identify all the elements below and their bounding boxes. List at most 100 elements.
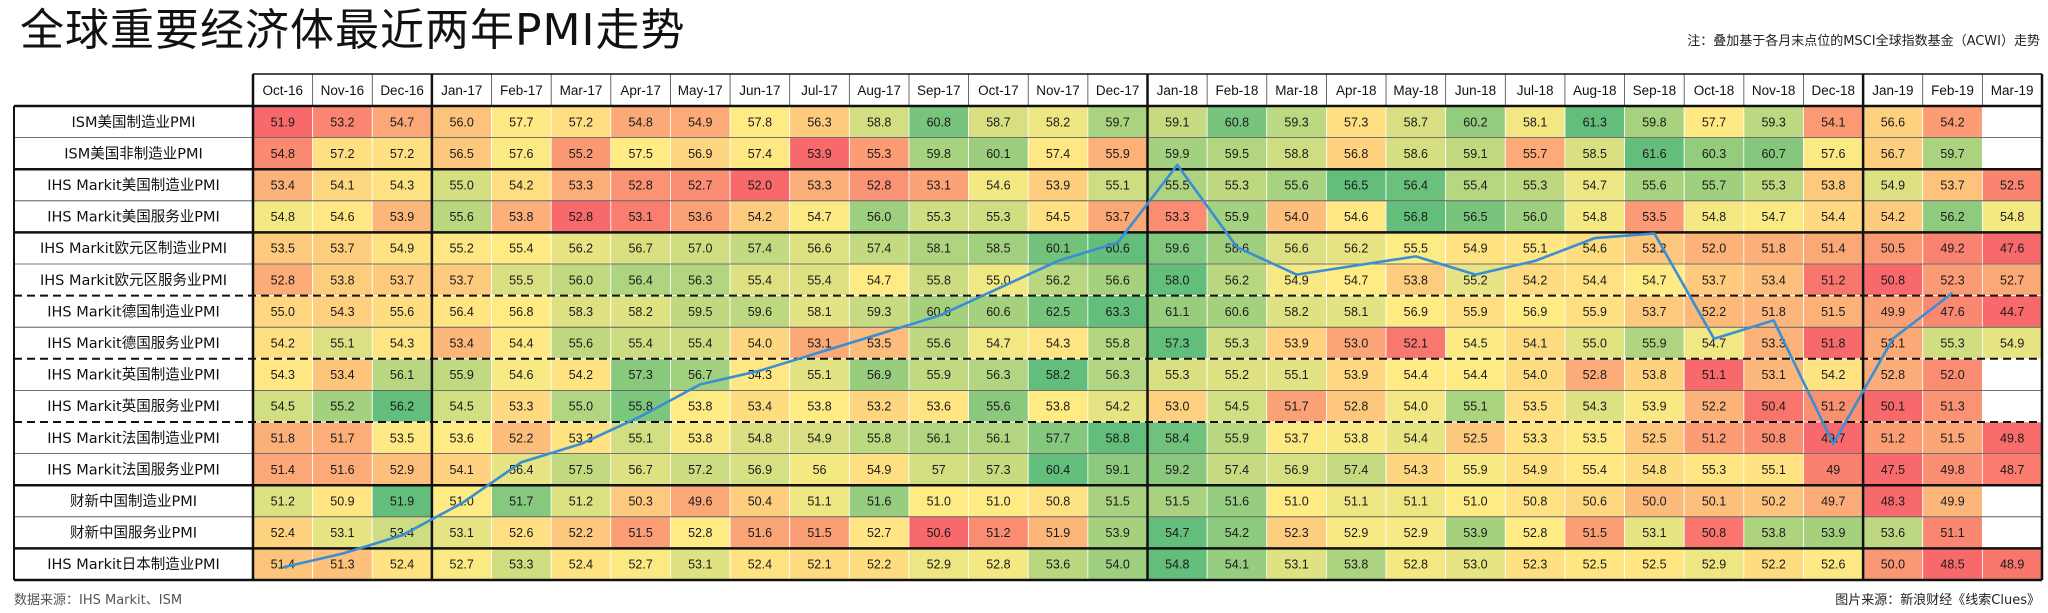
cell-value: 53.4	[450, 337, 474, 351]
cell-value: 53.3	[1761, 337, 1785, 351]
cell-value: 54.7	[1165, 526, 1189, 540]
heatmap-cell	[968, 200, 1029, 233]
cell-value: 56.0	[1523, 210, 1547, 224]
heatmap-cell	[670, 231, 731, 265]
cell-value: 54.0	[1404, 400, 1428, 414]
heatmap-cell	[1027, 295, 1089, 328]
heatmap-cell	[670, 484, 731, 518]
heatmap-cell	[1862, 105, 1924, 139]
heatmap-cell	[1206, 168, 1268, 202]
heatmap-cell	[968, 484, 1029, 518]
heatmap-cell	[729, 200, 791, 233]
cell-value: 55.1	[628, 431, 652, 445]
cell-value: 54.2	[1106, 400, 1130, 414]
heatmap-cell	[1326, 105, 1387, 139]
cell-value: 53.7	[390, 273, 414, 287]
cell-value: 55.4	[807, 273, 831, 287]
heatmap-cell	[908, 421, 970, 455]
cell-value: 57.3	[1165, 337, 1189, 351]
cell-value: 52.7	[2000, 273, 2024, 287]
cell-value: 52.6	[509, 526, 533, 540]
cell-value: 51.5	[1106, 495, 1130, 509]
cell-value: 52.8	[1523, 526, 1547, 540]
cell-value: 60.1	[1046, 242, 1070, 256]
heatmap-cell	[610, 484, 671, 518]
heatmap-cell	[1504, 105, 1566, 139]
cell-value: 52.3	[1940, 273, 1964, 287]
heatmap-cell	[1922, 295, 1983, 328]
cell-value: 53.8	[1344, 431, 1368, 445]
heatmap-cell	[1624, 358, 1685, 391]
heatmap-cell	[1266, 105, 1327, 139]
cell-value: 52.3	[1284, 526, 1308, 540]
heatmap-cell	[1981, 168, 2043, 202]
cell-value: 52.7	[628, 558, 652, 572]
row-label: IHS Markit美国服务业PMI	[47, 209, 220, 226]
heatmap-cell	[1326, 200, 1387, 233]
heatmap-cell	[1743, 105, 1804, 139]
heatmap-cell	[1981, 389, 2043, 423]
cell-value: 54.6	[986, 179, 1010, 193]
heatmap-cell	[550, 231, 612, 265]
cell-value: 58.8	[867, 115, 891, 129]
heatmap-cell	[670, 200, 731, 233]
cell-value: 49.6	[688, 495, 712, 509]
cell-value: 53.5	[390, 431, 414, 445]
cell-value: 51.2	[1821, 400, 1845, 414]
cell-value: 55.1	[807, 368, 831, 382]
heatmap-cell	[610, 168, 671, 202]
cell-value: 50.8	[1761, 431, 1785, 445]
cell-value: 58.2	[1046, 115, 1070, 129]
cell-value: 50.0	[1881, 558, 1905, 572]
cell-value: 54.1	[1523, 337, 1547, 351]
cell-value: 51.3	[1940, 400, 1964, 414]
cell-value: 56.2	[390, 400, 414, 414]
cell-value: 52.9	[390, 463, 414, 477]
cell-value: 53.1	[628, 210, 652, 224]
heatmap-cell	[1922, 421, 1983, 455]
cell-value: 54.1	[1225, 558, 1249, 572]
cell-value: 51.2	[271, 495, 295, 509]
heatmap-cell	[252, 484, 314, 518]
heatmap-cell	[1624, 168, 1685, 202]
cell-value: 52.9	[927, 558, 951, 572]
cell-value: 53.9	[1284, 337, 1308, 351]
cell-value: 54.7	[1642, 273, 1666, 287]
cell-value: 52.9	[1702, 558, 1726, 572]
cell-value: 56.4	[509, 463, 533, 477]
cell-value: 48.9	[2000, 558, 2024, 572]
cell-value: 50.6	[1583, 495, 1607, 509]
cell-value: 56.3	[986, 368, 1010, 382]
cell-value: 49.9	[1940, 495, 1964, 509]
cell-value: 55.0	[986, 273, 1010, 287]
cell-value: 58.2	[1046, 368, 1070, 382]
cell-value: 56.7	[1881, 147, 1905, 161]
cell-value: 52.4	[390, 558, 414, 572]
cell-value: 54.1	[450, 463, 474, 477]
cell-value: 60.6	[927, 305, 951, 319]
acwi-overlay-line	[282, 163, 1954, 569]
heatmap-cell	[1027, 389, 1089, 423]
cell-value: 61.3	[1583, 115, 1607, 129]
cell-value: 51.8	[1761, 242, 1785, 256]
cell-value: 55.9	[1463, 463, 1487, 477]
column-header: Dec-18	[1812, 83, 1856, 98]
row-label: 财新中国制造业PMI	[70, 493, 197, 510]
heatmap-cell	[789, 453, 850, 486]
cell-value: 52.4	[569, 558, 593, 572]
cell-value: 51.8	[271, 431, 295, 445]
cell-value: 57.6	[1821, 147, 1845, 161]
cell-value: 55.9	[1106, 147, 1130, 161]
heatmap-cell	[1504, 295, 1566, 328]
cell-value: 52.7	[450, 558, 474, 572]
cell-value: 52.2	[1761, 558, 1785, 572]
cell-value: 55.5	[1404, 242, 1428, 256]
heatmap-cell	[1266, 168, 1327, 202]
cell-value: 55.0	[450, 179, 474, 193]
heatmap-cell	[1683, 263, 1745, 297]
heatmap-cell	[1922, 453, 1983, 486]
heatmap-cell	[550, 168, 612, 202]
cell-value: 56.6	[1284, 242, 1308, 256]
cell-value: 53.6	[927, 400, 951, 414]
heatmap-cell	[1504, 231, 1566, 265]
